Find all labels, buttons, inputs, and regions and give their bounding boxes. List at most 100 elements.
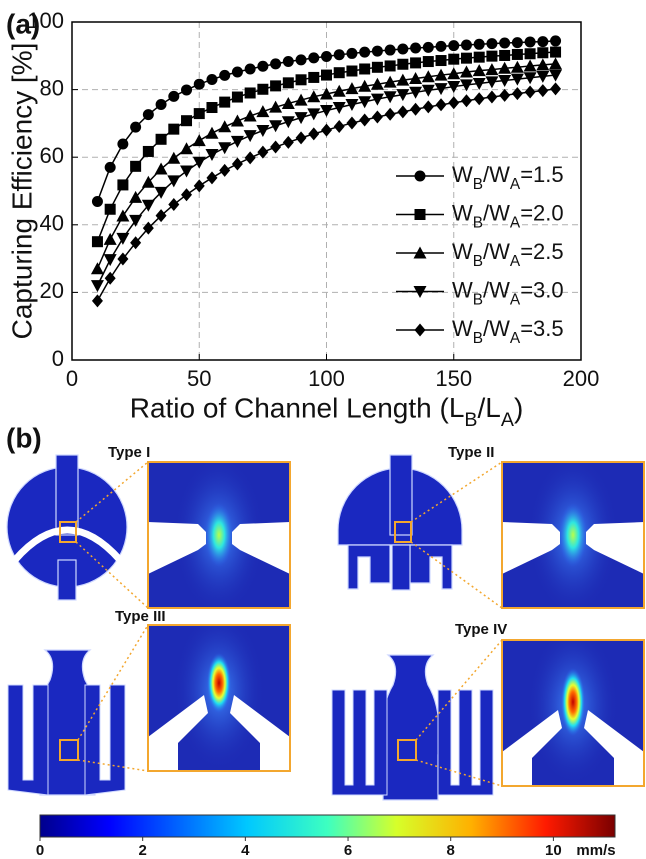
- data-point: [384, 44, 396, 56]
- colorbar: [39, 814, 616, 838]
- data-point: [295, 131, 307, 145]
- data-point: [142, 109, 154, 121]
- data-point: [219, 163, 231, 177]
- data-point: [256, 105, 270, 118]
- data-point: [332, 102, 346, 115]
- data-point: [104, 271, 116, 285]
- data-point: [295, 74, 307, 86]
- data-point: [346, 116, 358, 130]
- device-type-2: [337, 454, 463, 591]
- data-point: [91, 294, 103, 308]
- data-point: [206, 73, 218, 85]
- data-point: [523, 72, 537, 85]
- data-point: [180, 142, 194, 155]
- data-point: [244, 151, 256, 165]
- colorbar-tick-label: 6: [344, 842, 352, 859]
- data-point: [498, 74, 512, 87]
- data-point: [307, 90, 321, 103]
- data-point: [358, 79, 372, 92]
- data-point: [536, 70, 550, 83]
- data-point: [193, 179, 205, 193]
- panel-type-label: Type IV: [455, 621, 507, 638]
- data-point: [282, 56, 294, 68]
- data-point: [104, 161, 116, 173]
- data-point: [422, 41, 434, 53]
- data-point: [410, 57, 422, 69]
- data-point: [422, 56, 434, 68]
- data-point: [141, 199, 155, 212]
- data-point: [511, 87, 523, 101]
- data-point: [116, 209, 130, 222]
- data-point: [103, 254, 117, 267]
- data-point: [485, 63, 499, 76]
- data-point: [550, 46, 562, 58]
- data-point: [91, 195, 103, 207]
- data-point: [460, 94, 472, 108]
- data-point: [396, 89, 410, 102]
- x-axis-label: Ratio of Channel Length (LB/LA): [130, 392, 524, 431]
- data-point: [219, 96, 231, 108]
- data-point: [243, 130, 257, 143]
- data-point: [257, 83, 269, 95]
- data-point: [321, 123, 332, 137]
- data-point: [282, 135, 294, 149]
- data-point: [269, 120, 283, 133]
- data-point: [435, 40, 447, 52]
- data-point: [537, 84, 549, 98]
- legend-label: WB/WA=2.5: [452, 239, 564, 270]
- data-point: [142, 145, 154, 157]
- data-point: [345, 98, 359, 111]
- data-point: [130, 236, 142, 250]
- data-point: [129, 214, 143, 227]
- device-type-1: [6, 454, 128, 601]
- data-point: [460, 39, 472, 51]
- data-point: [550, 35, 562, 47]
- x-tick-label: 50: [187, 366, 211, 391]
- data-point: [409, 86, 423, 99]
- colorbar-unit: mm/s: [576, 842, 615, 859]
- panel-type-label: Type III: [115, 608, 166, 625]
- data-point: [460, 52, 472, 64]
- data-point: [295, 54, 307, 66]
- data-point: [498, 61, 512, 74]
- panel-label: (b): [6, 422, 42, 453]
- data-point: [523, 59, 537, 72]
- colorbar-tick-label: 10: [545, 842, 562, 859]
- data-point: [371, 61, 383, 73]
- data-point: [154, 186, 168, 199]
- zoom-type-3: [147, 610, 291, 772]
- data-point: [141, 175, 155, 188]
- data-point: [168, 90, 180, 102]
- data-point: [206, 171, 218, 185]
- data-point: [459, 79, 473, 92]
- data-point: [154, 162, 168, 175]
- data-point: [447, 67, 461, 80]
- data-point: [281, 116, 295, 129]
- data-point: [192, 156, 206, 169]
- legend-marker: [414, 209, 426, 220]
- data-point: [410, 102, 422, 116]
- data-point: [230, 114, 244, 127]
- legend-label: WB/WA=2.0: [452, 200, 564, 231]
- data-point: [434, 68, 448, 81]
- colorbar-tick-label: 8: [447, 842, 455, 859]
- data-point: [524, 85, 536, 99]
- data-point: [192, 134, 206, 147]
- panel-label: (a): [6, 8, 40, 39]
- data-point: [346, 47, 358, 59]
- data-point: [90, 262, 104, 275]
- device-type-3: [7, 649, 126, 796]
- data-point: [537, 36, 549, 48]
- data-point: [383, 75, 397, 88]
- data-point: [370, 93, 384, 106]
- data-point: [485, 76, 499, 89]
- data-point: [409, 71, 423, 84]
- data-point: [257, 60, 269, 72]
- data-point: [486, 50, 498, 62]
- data-point: [321, 50, 332, 62]
- data-point: [472, 64, 486, 77]
- data-point: [332, 84, 346, 97]
- x-tick-label: 100: [308, 366, 345, 391]
- y-tick-label: 60: [40, 143, 64, 168]
- data-point: [359, 63, 371, 75]
